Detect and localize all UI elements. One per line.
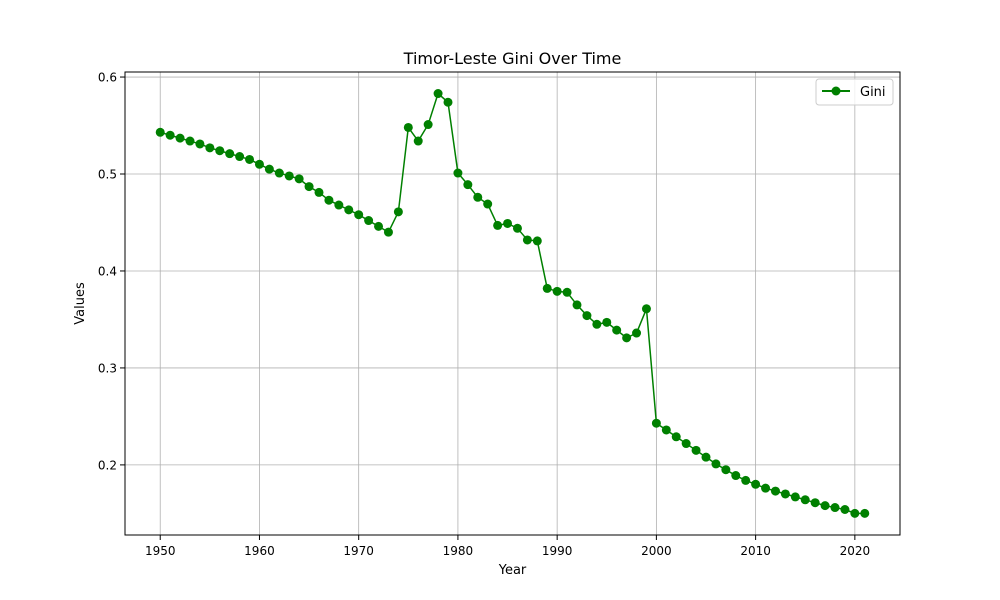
data-point	[651, 418, 661, 428]
legend-label-gini: Gini	[860, 85, 886, 100]
data-point	[741, 475, 751, 485]
y-axis-label: Values	[73, 282, 88, 325]
y-tick-label: 0.2	[98, 458, 117, 472]
y-tick-label: 0.6	[98, 71, 117, 85]
x-tick-label: 2010	[740, 544, 771, 558]
data-point	[284, 171, 294, 181]
x-tick-label: 1990	[542, 544, 573, 558]
data-point	[403, 122, 413, 132]
legend-frame	[815, 78, 894, 106]
data-point	[602, 317, 612, 327]
data-point	[632, 328, 642, 338]
data-point	[512, 223, 522, 233]
data-point	[780, 489, 790, 499]
data-point	[264, 164, 274, 174]
data-point	[334, 200, 344, 210]
x-tick-label: 1970	[343, 544, 374, 558]
data-point	[711, 459, 721, 469]
data-point	[731, 471, 741, 481]
data-point	[165, 130, 175, 140]
data-point	[463, 180, 473, 190]
data-point	[393, 207, 403, 217]
data-point	[225, 149, 235, 159]
data-point	[681, 439, 691, 449]
data-point	[423, 120, 433, 130]
data-point	[572, 300, 582, 310]
data-point	[503, 218, 513, 228]
data-point	[235, 152, 245, 162]
data-point	[701, 452, 711, 462]
data-point	[364, 216, 374, 226]
data-point	[245, 154, 255, 164]
data-point	[413, 136, 423, 146]
y-tick-label: 0.5	[98, 168, 117, 182]
data-point	[374, 221, 384, 231]
data-point	[860, 508, 870, 518]
x-tick-label: 2020	[840, 544, 871, 558]
y-tick-label: 0.3	[98, 361, 117, 375]
data-point	[810, 498, 820, 508]
data-point	[433, 89, 443, 99]
y-tick-label: 0.4	[98, 264, 117, 278]
data-point	[294, 174, 304, 184]
data-point	[641, 304, 651, 314]
data-point	[751, 479, 761, 489]
data-point	[840, 505, 850, 514]
data-point	[761, 483, 771, 493]
data-point	[542, 283, 552, 293]
data-point	[661, 425, 671, 435]
grid	[125, 72, 900, 535]
data-point	[195, 139, 205, 149]
plot-area-frame	[124, 71, 901, 536]
data-point	[314, 187, 324, 197]
data-point	[770, 486, 780, 496]
data-point	[800, 495, 810, 505]
data-point	[155, 127, 165, 137]
x-tick-label: 1950	[145, 544, 176, 558]
data-point	[493, 220, 503, 230]
data-point	[582, 311, 592, 321]
data-point	[383, 227, 393, 237]
data-point	[562, 287, 572, 297]
data-point	[304, 182, 314, 192]
data-point	[592, 319, 602, 329]
x-tick-label: 2000	[641, 544, 672, 558]
y-axis-ticks: 0.2 0.3 0.4 0.5 0.6	[98, 71, 125, 472]
data-point	[850, 508, 860, 518]
data-point	[830, 503, 840, 513]
data-point	[453, 168, 463, 178]
data-point	[354, 210, 364, 220]
data-point	[324, 195, 334, 205]
x-axis-label: Year	[498, 563, 527, 578]
data-point	[344, 205, 354, 215]
data-series	[155, 89, 870, 518]
data-point	[274, 168, 284, 178]
data-point	[532, 236, 542, 246]
data-point	[185, 136, 195, 146]
data-point	[522, 235, 532, 245]
data-point	[612, 325, 622, 335]
data-point	[671, 432, 681, 442]
data-point	[552, 286, 562, 296]
data-point	[473, 192, 483, 202]
data-point	[483, 199, 493, 209]
chart-title: Timor-Leste Gini Over Time	[403, 49, 622, 68]
data-point	[215, 146, 225, 156]
data-point	[205, 143, 215, 153]
legend: Gini	[815, 78, 894, 106]
data-point	[254, 159, 264, 169]
data-point	[622, 333, 632, 343]
x-tick-label: 1980	[443, 544, 474, 558]
data-point	[443, 97, 453, 107]
data-point	[820, 501, 830, 511]
legend-marker-swatch	[831, 86, 841, 96]
x-tick-label: 1960	[244, 544, 275, 558]
data-point	[175, 133, 185, 143]
x-axis-ticks: 1950 1960 1970 1980 1990 2000 2010 2020	[145, 535, 870, 558]
data-point	[691, 445, 701, 455]
data-point	[721, 465, 731, 475]
data-point	[790, 492, 800, 502]
